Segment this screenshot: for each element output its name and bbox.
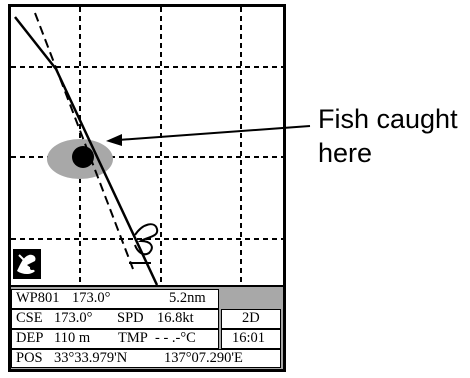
depth-label: DEP bbox=[16, 330, 44, 346]
ship-track-mode-icon bbox=[13, 249, 41, 279]
depth-value: 110 m bbox=[54, 330, 91, 346]
course-value: 173.0° bbox=[54, 310, 93, 326]
course-label: CSE bbox=[16, 310, 43, 326]
chart-plot[interactable] bbox=[11, 7, 283, 285]
temp-value: - - .-°C bbox=[155, 330, 196, 346]
fish-mark-icon bbox=[129, 223, 159, 264]
course-line bbox=[34, 12, 134, 270]
depth-cell: DEP 110 m TMP - - .-°C bbox=[11, 329, 219, 349]
ship-track bbox=[14, 16, 159, 285]
position-cell: POS 33°33.979'N 137°07.290'E bbox=[11, 349, 281, 368]
waypoint-name: WP801 bbox=[16, 290, 60, 306]
chart-grid bbox=[11, 7, 283, 285]
plotter-screen: WP801 173.0° 5.2nm CSE 173.0° SPD 16.8kt… bbox=[8, 4, 286, 372]
speed-label: SPD bbox=[117, 310, 144, 326]
position-lon: 137°07.290'E bbox=[164, 350, 243, 366]
data-panel: WP801 173.0° 5.2nm CSE 173.0° SPD 16.8kt… bbox=[11, 285, 283, 369]
position-label: POS bbox=[16, 350, 43, 366]
time-cell: 16:01 bbox=[221, 329, 281, 349]
waypoint-cell: WP801 173.0° 5.2nm bbox=[11, 289, 219, 309]
callout-line-1: Fish caught bbox=[318, 104, 458, 134]
time-value: 16:01 bbox=[232, 330, 266, 346]
waypoint-bearing: 173.0° bbox=[72, 290, 111, 306]
callout-line-2: here bbox=[318, 138, 373, 168]
temp-label: TMP bbox=[118, 330, 148, 346]
fix-mode: 2D bbox=[242, 310, 260, 326]
course-cell: CSE 173.0° SPD 16.8kt bbox=[11, 309, 219, 329]
position-lat: 33°33.979'N bbox=[54, 350, 128, 366]
catch-point bbox=[72, 146, 94, 168]
waypoint-distance: 5.2nm bbox=[169, 290, 206, 306]
fix-mode-cell: 2D bbox=[221, 309, 281, 329]
speed-value: 16.8kt bbox=[157, 310, 194, 326]
